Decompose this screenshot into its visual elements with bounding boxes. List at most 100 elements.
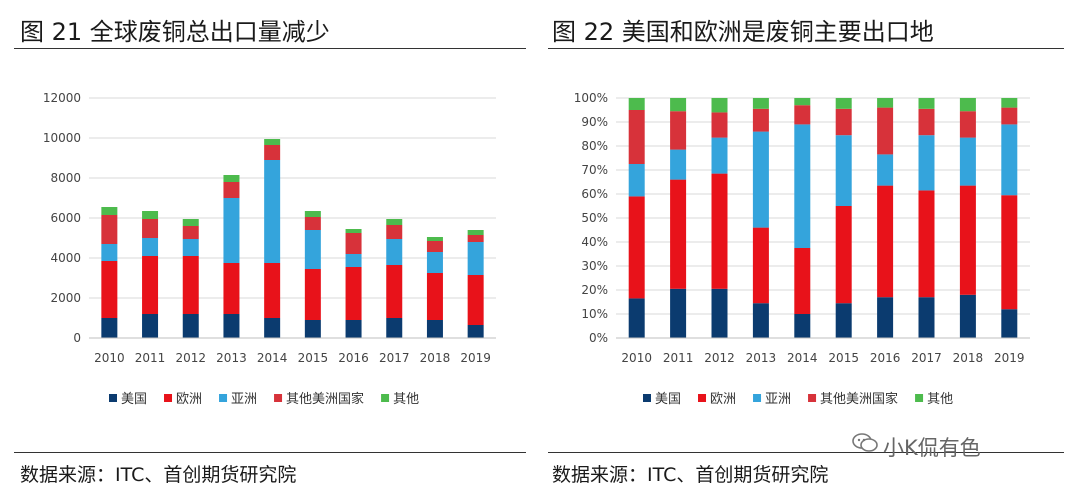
y-tick-label: 6000 (50, 211, 81, 225)
x-tick-label: 2011 (135, 351, 166, 365)
bar-segment-series-0 (304, 320, 321, 338)
x-tick-label: 2010 (621, 351, 652, 365)
bar-segment-series-4 (386, 219, 403, 225)
bar-segment-series-3 (345, 233, 362, 254)
y-tick-label: 0% (589, 331, 608, 345)
bar-segment-series-0 (711, 288, 728, 338)
bar-segment-series-0 (752, 303, 769, 338)
bar-segment-series-3 (670, 111, 687, 150)
bar-segment-series-0 (264, 318, 281, 338)
bar-segment-series-3 (1001, 107, 1018, 125)
bar-segment-series-1 (182, 256, 199, 314)
bar-segment-series-4 (711, 98, 728, 113)
bar-segment-series-4 (426, 237, 443, 241)
right-percent-stacked-bar-chart: 0% 10% 20% 30% 40% 50% 60% 70% 80% 90% 100% 2010 201… (574, 91, 1030, 407)
bar-segment-series-0 (918, 297, 935, 338)
legend-label: 其他美洲国家 (820, 391, 898, 407)
bar-segment-series-3 (426, 241, 443, 252)
bar-segment-series-4 (264, 139, 281, 145)
bar-segment-series-3 (794, 105, 811, 125)
bar-segment-series-1 (426, 273, 443, 320)
y-tick-label: 100% (574, 91, 608, 105)
bar-segment-series-3 (386, 225, 403, 239)
left-header-rule (14, 48, 526, 49)
legend-swatch (753, 394, 762, 402)
legend-swatch (698, 394, 707, 402)
bar-segment-series-0 (142, 314, 159, 338)
bar-segment-series-1 (628, 196, 645, 299)
x-tick-label: 2012 (704, 351, 735, 365)
y-tick-label: 0 (73, 331, 81, 345)
bar-segment-series-2 (794, 124, 811, 248)
bar-segment-series-3 (918, 108, 935, 136)
legend-label: 其他 (393, 392, 419, 407)
legend-label: 亚洲 (765, 392, 791, 407)
watermark-label: 小K侃有色 (883, 436, 981, 460)
bar-segment-series-1 (794, 248, 811, 314)
x-tick-label: 2015 (828, 351, 859, 365)
bar-segment-series-1 (835, 206, 852, 304)
bar-segment-series-2 (467, 242, 484, 275)
bar-segment-series-1 (752, 227, 769, 304)
bar-segment-series-4 (752, 98, 769, 109)
bar-segment-series-3 (223, 182, 240, 198)
bar-segment-series-3 (264, 145, 281, 160)
bar-segment-series-0 (386, 318, 403, 338)
y-tick-label: 2000 (50, 291, 81, 305)
bar-segment-series-2 (142, 238, 159, 256)
x-tick-label: 2019 (460, 351, 491, 365)
bar-segment-series-2 (835, 135, 852, 206)
bar-segment-series-1 (345, 267, 362, 320)
x-tick-label: 2015 (298, 351, 329, 365)
bar-segment-series-2 (101, 244, 118, 261)
x-tick-label: 2010 (94, 351, 125, 365)
bar-segment-series-0 (1001, 309, 1018, 338)
bar-segment-series-2 (628, 164, 645, 197)
legend-swatch (274, 394, 283, 402)
bar-segment-series-4 (142, 211, 159, 219)
bar-segment-series-0 (223, 314, 240, 338)
bar-segment-series-4 (345, 229, 362, 233)
legend-label: 欧洲 (176, 392, 202, 407)
y-tick-label: 80% (581, 139, 608, 153)
bar-segment-series-4 (628, 98, 645, 110)
bar-segment-series-2 (264, 160, 281, 263)
bar-segment-series-1 (142, 256, 159, 314)
bar-segment-series-2 (426, 252, 443, 273)
bar-segment-series-0 (628, 298, 645, 338)
bar-segment-series-4 (959, 98, 976, 112)
bar-segment-series-2 (182, 239, 199, 256)
y-tick-label: 90% (581, 115, 608, 129)
legend-label: 亚洲 (231, 392, 257, 407)
y-tick-label: 30% (581, 259, 608, 273)
bar-segment-series-3 (711, 112, 728, 138)
bar-segment-series-2 (752, 131, 769, 228)
bar-segment-series-0 (670, 288, 687, 338)
x-tick-label: 2017 (379, 351, 410, 365)
bar-segment-series-0 (959, 294, 976, 338)
y-tick-label: 4000 (50, 251, 81, 265)
bar-segment-series-3 (142, 219, 159, 238)
legend-swatch (808, 394, 817, 402)
legend-label: 其他 (927, 392, 953, 407)
x-tick-label: 2016 (338, 351, 369, 365)
right-footer-rule (548, 452, 1064, 453)
x-tick-label: 2016 (870, 351, 901, 365)
bar-segment-series-1 (264, 263, 281, 318)
legend-swatch (381, 394, 390, 402)
legend-swatch (219, 394, 228, 402)
y-tick-label: 10000 (43, 131, 81, 145)
bar-segment-series-2 (959, 137, 976, 186)
bar-segment-series-4 (182, 219, 199, 226)
bar-segment-series-1 (959, 185, 976, 295)
bar-segment-series-3 (877, 107, 894, 155)
x-tick-label: 2019 (994, 351, 1025, 365)
bar-segment-series-4 (467, 230, 484, 235)
bar-segment-series-2 (877, 154, 894, 186)
legend-label: 美国 (655, 392, 681, 407)
x-tick-label: 2013 (216, 351, 247, 365)
bar-segment-series-3 (752, 108, 769, 132)
left-stacked-bar-chart: 0 2000 4000 6000 8000 10000 12000 2010 2011 2012 2… (43, 91, 496, 407)
bar-segment-series-3 (835, 108, 852, 136)
bar-segment-series-4 (223, 175, 240, 182)
